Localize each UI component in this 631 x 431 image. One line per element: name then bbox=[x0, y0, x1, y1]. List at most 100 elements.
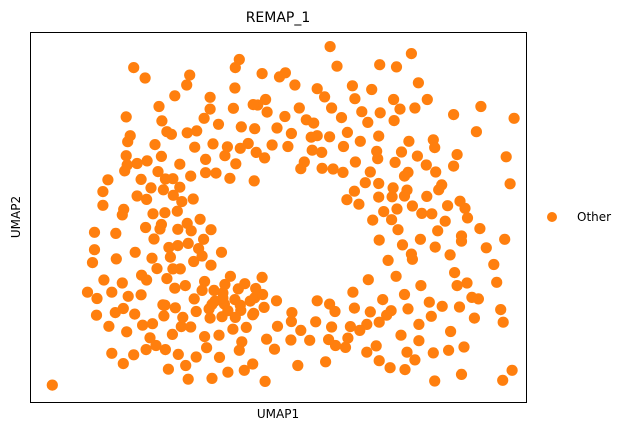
data-point bbox=[110, 227, 122, 239]
data-point bbox=[506, 364, 518, 376]
data-point bbox=[146, 318, 159, 330]
data-point bbox=[240, 321, 252, 333]
data-point bbox=[348, 185, 360, 197]
data-point bbox=[181, 127, 193, 139]
data-point bbox=[448, 109, 460, 121]
data-point bbox=[185, 321, 197, 333]
data-point bbox=[196, 284, 208, 296]
data-point bbox=[293, 102, 305, 114]
data-point bbox=[224, 270, 236, 282]
data-point bbox=[102, 174, 114, 186]
data-point bbox=[449, 267, 461, 279]
data-point bbox=[401, 346, 413, 358]
data-point bbox=[172, 348, 184, 360]
data-point bbox=[432, 225, 444, 237]
data-point bbox=[390, 270, 402, 282]
data-point bbox=[285, 315, 297, 328]
data-point bbox=[86, 257, 99, 269]
data-point bbox=[187, 193, 199, 205]
data-point bbox=[271, 122, 283, 134]
data-point bbox=[259, 152, 271, 164]
data-point bbox=[445, 325, 457, 338]
data-point bbox=[103, 320, 115, 332]
data-point bbox=[356, 106, 368, 118]
data-point bbox=[158, 310, 170, 322]
data-point bbox=[151, 263, 163, 275]
data-point bbox=[373, 234, 385, 246]
data-point bbox=[98, 274, 110, 286]
data-point bbox=[147, 208, 159, 220]
data-point bbox=[184, 69, 196, 81]
data-point bbox=[396, 239, 409, 251]
data-point bbox=[109, 307, 121, 319]
data-point bbox=[451, 149, 463, 161]
data-point bbox=[159, 344, 171, 356]
data-point bbox=[256, 271, 268, 283]
data-point bbox=[213, 329, 225, 341]
data-point bbox=[377, 294, 389, 306]
data-point bbox=[391, 203, 403, 215]
data-point bbox=[234, 299, 246, 311]
data-point bbox=[239, 278, 251, 290]
data-point bbox=[508, 112, 520, 124]
data-point bbox=[443, 344, 455, 356]
data-point bbox=[474, 223, 486, 235]
data-point bbox=[233, 344, 245, 356]
data-point bbox=[412, 77, 424, 89]
data-point bbox=[500, 151, 512, 163]
data-point bbox=[181, 79, 193, 91]
data-point bbox=[382, 254, 394, 266]
data-point bbox=[497, 316, 509, 328]
data-point bbox=[454, 195, 466, 207]
data-point bbox=[429, 241, 441, 253]
data-point bbox=[236, 336, 248, 348]
data-point bbox=[285, 127, 297, 140]
data-point bbox=[250, 282, 262, 295]
data-point bbox=[341, 194, 353, 206]
data-point bbox=[212, 118, 225, 130]
data-point bbox=[295, 324, 307, 336]
data-point bbox=[156, 115, 168, 127]
data-point bbox=[261, 333, 273, 345]
data-point bbox=[373, 177, 385, 190]
data-point bbox=[366, 83, 378, 96]
data-point bbox=[286, 307, 298, 319]
data-point bbox=[140, 221, 152, 234]
data-point bbox=[386, 214, 398, 226]
data-point bbox=[135, 289, 147, 301]
data-point bbox=[194, 213, 206, 225]
data-point bbox=[200, 167, 212, 179]
data-point bbox=[398, 170, 411, 182]
data-point bbox=[374, 107, 386, 119]
data-point bbox=[411, 150, 423, 162]
data-point bbox=[461, 277, 473, 289]
data-point bbox=[46, 379, 58, 391]
data-point bbox=[122, 290, 134, 302]
data-point bbox=[373, 316, 385, 328]
data-point bbox=[292, 359, 304, 372]
data-point bbox=[289, 79, 301, 91]
data-point bbox=[167, 173, 179, 185]
data-point bbox=[429, 142, 441, 154]
data-point bbox=[316, 146, 328, 158]
data-point bbox=[402, 303, 414, 315]
data-point bbox=[261, 106, 273, 118]
data-point bbox=[390, 61, 403, 73]
data-point bbox=[171, 205, 183, 217]
data-point bbox=[458, 341, 470, 353]
data-point bbox=[201, 342, 213, 354]
data-point bbox=[238, 364, 250, 376]
data-point bbox=[323, 334, 335, 346]
data-point bbox=[198, 112, 210, 124]
data-point bbox=[141, 193, 153, 205]
data-point bbox=[210, 167, 222, 179]
data-point bbox=[259, 375, 271, 387]
data-point bbox=[305, 131, 317, 143]
data-point bbox=[395, 329, 407, 341]
data-point bbox=[229, 62, 241, 74]
data-point bbox=[409, 354, 421, 366]
data-point bbox=[416, 207, 428, 219]
data-point bbox=[304, 334, 316, 346]
data-point bbox=[217, 292, 229, 304]
data-point bbox=[310, 316, 322, 328]
